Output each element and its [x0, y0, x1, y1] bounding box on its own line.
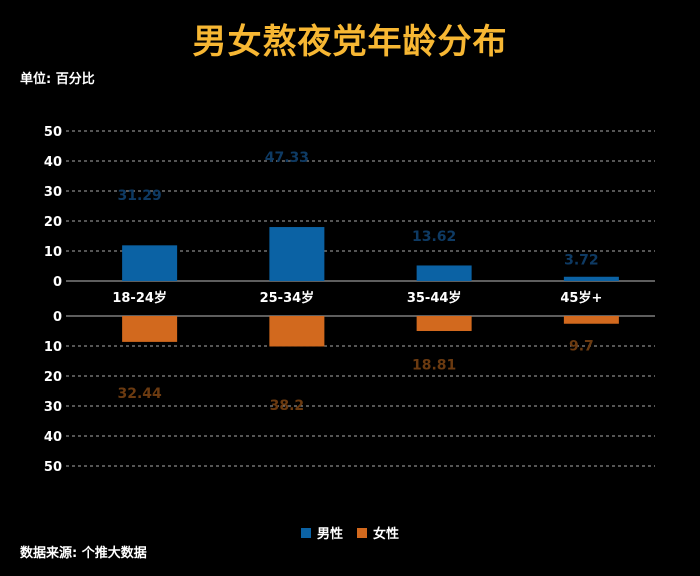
male-bar: [269, 227, 325, 281]
female-y-tick-label: 50: [44, 460, 62, 475]
category-label: 45岁+: [560, 290, 602, 306]
female-value-label: 9.7: [569, 338, 594, 354]
male-y-tick-label: 30: [44, 185, 62, 200]
legend-label-female: 女性: [373, 527, 400, 542]
female-bar: [269, 316, 325, 347]
male-y-tick-label: 40: [44, 155, 62, 170]
female-bar: [563, 316, 619, 324]
legend-item-male[interactable]: 男性: [300, 523, 343, 542]
female-value-label: 32.44: [117, 386, 162, 402]
female-y-tick-label: 20: [44, 370, 62, 385]
female-y-ticks: 0 10 20 30 40 50: [44, 310, 62, 475]
legend-swatch-female: [357, 527, 367, 538]
female-value-label: 18.81: [412, 358, 456, 374]
male-y-tick-label: 20: [44, 215, 62, 230]
male-value-label: 31.29: [117, 188, 161, 204]
female-bar: [416, 316, 472, 332]
legend-swatch-male: [300, 527, 311, 538]
unit-label: 单位: 百分比: [20, 72, 95, 87]
male-bar: [122, 245, 178, 281]
male-y-ticks: 0 10 20 30 40 50: [44, 125, 62, 290]
category-label: 35-44岁: [407, 290, 462, 306]
female-y-tick-label: 30: [44, 400, 62, 415]
female-y-tick-label: 10: [44, 340, 62, 355]
female-y-tick-label: 40: [44, 430, 62, 445]
female-gridlines: [66, 315, 655, 467]
category-label: 25-34岁: [260, 290, 315, 306]
male-bar: [563, 276, 619, 281]
male-y-tick-label: 0: [53, 275, 62, 290]
female-value-label: 38.2: [270, 398, 305, 414]
male-y-tick-label: 10: [44, 245, 62, 260]
male-value-label: 3.72: [564, 252, 599, 268]
legend-label-male: 男性: [316, 527, 343, 542]
bars: [122, 227, 619, 347]
legend-item-female[interactable]: 女性: [357, 523, 399, 542]
source-label: 数据来源: 个推大数据: [20, 546, 147, 561]
value-labels: 31.29 32.44 47.33 38.2 13.62 18.81 3.72 9.7: [117, 150, 598, 414]
category-labels: 18-24岁 25-34岁 35-44岁 45岁+: [112, 290, 602, 306]
male-value-label: 47.33: [265, 150, 309, 166]
chart-title: 男女熬夜党年龄分布: [192, 22, 508, 62]
female-y-tick-label: 0: [53, 310, 62, 325]
category-label: 18-24岁: [112, 290, 167, 306]
male-y-tick-label: 50: [44, 125, 62, 140]
female-bar: [122, 316, 178, 342]
legend: 男性 女性: [0, 523, 700, 542]
male-bar: [416, 265, 472, 281]
male-value-label: 13.62: [412, 229, 456, 245]
